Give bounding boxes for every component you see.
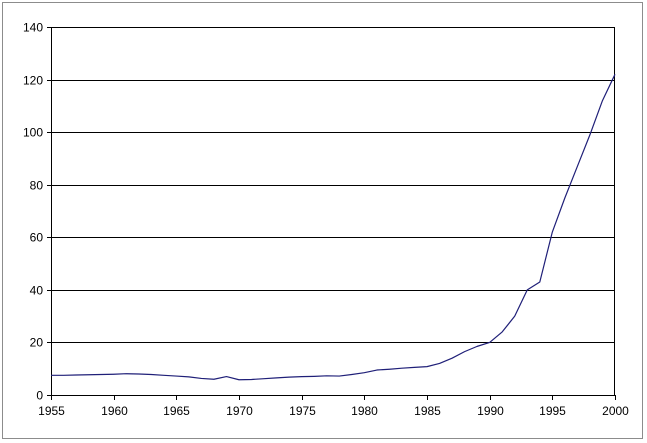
axis-layer bbox=[47, 27, 616, 400]
x-tick-label: 1995 bbox=[539, 404, 566, 418]
y-tick-label: 100 bbox=[23, 126, 43, 140]
y-tick-label: 40 bbox=[30, 284, 44, 298]
x-tick-label: 1980 bbox=[351, 404, 378, 418]
y-tick-label: 20 bbox=[30, 336, 44, 350]
x-tick-label: 1955 bbox=[38, 404, 65, 418]
x-tick-label: 1990 bbox=[477, 404, 504, 418]
series-line-0 bbox=[51, 74, 616, 381]
chart-frame bbox=[2, 2, 643, 439]
x-tick-label: 1985 bbox=[414, 404, 441, 418]
series-layer bbox=[51, 74, 616, 381]
y-tick-label: 120 bbox=[23, 74, 43, 88]
x-tick-label: 1975 bbox=[289, 404, 316, 418]
y-tick-label: 80 bbox=[30, 179, 44, 193]
y-tick-label: 60 bbox=[30, 231, 44, 245]
y-tick-labels: 0 20 40 60 80 100 120 140 bbox=[23, 21, 43, 403]
x-tick-labels: 1955 1960 1965 1970 1975 1980 1985 1990 1995 2000 bbox=[38, 404, 629, 418]
y-tick-label: 140 bbox=[23, 21, 43, 35]
grid-layer bbox=[51, 27, 615, 396]
x-tick-label: 1970 bbox=[226, 404, 253, 418]
x-tick-label: 1965 bbox=[163, 404, 190, 418]
x-tick-label: 2000 bbox=[602, 404, 629, 418]
x-tick-label: 1960 bbox=[101, 404, 128, 418]
y-tick-label: 0 bbox=[36, 389, 43, 403]
